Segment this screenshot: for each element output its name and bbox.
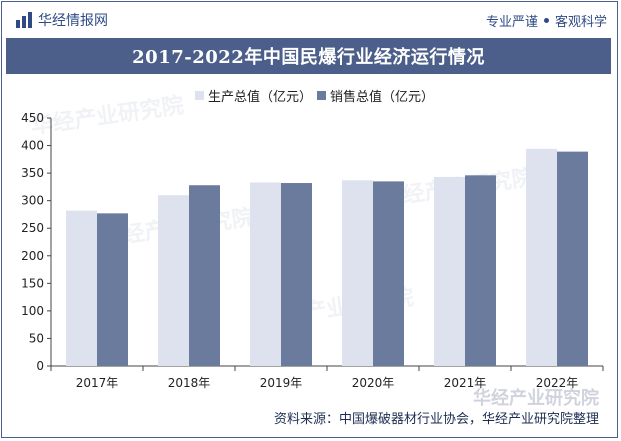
x-tick-label-1: 2018年 — [168, 376, 211, 390]
y-tick-label-4: 200 — [21, 249, 44, 263]
legend-label-1: 销售总值（亿元） — [330, 89, 434, 105]
bar-1-4 — [465, 175, 496, 366]
bar-1-5 — [557, 151, 588, 366]
legend-swatch-0 — [195, 91, 204, 100]
y-tick-label-7: 350 — [21, 166, 44, 180]
x-tick-label-3: 2020年 — [352, 376, 395, 390]
tagline-right: 客观科学 — [554, 14, 607, 30]
bar-chart: 生产总值（亿元） 销售总值（亿元） 0 50 100 150 200 250 300 350 400… — [21, 89, 604, 390]
legend-swatch-1 — [317, 91, 326, 100]
y-tick-label-8: 400 — [21, 139, 44, 153]
brand-logo-icon — [16, 12, 32, 28]
bar-1-2 — [281, 183, 312, 366]
tagline: 专业严谨 客观科学 — [486, 11, 607, 30]
source-note: 资料来源：中国爆破器材行业协会，华经产业研究院整理 — [273, 412, 599, 427]
x-tick-label-0: 2017年 — [76, 376, 119, 390]
bar-1-0 — [97, 213, 128, 366]
x-tick-label-2: 2019年 — [260, 376, 303, 390]
bullet-dot-icon — [543, 17, 549, 23]
bar-1-1 — [189, 185, 220, 366]
watermark-corner: 华经产业研究院 — [473, 388, 599, 409]
brand-name: 华经情报网 — [38, 13, 108, 29]
y-tick-label-1: 50 — [29, 331, 44, 345]
x-tick-label-5: 2022年 — [536, 376, 579, 390]
y-tick-label-9: 450 — [21, 111, 44, 125]
bar-0-3 — [342, 180, 373, 366]
y-tick-label-0: 0 — [36, 359, 44, 373]
y-tick-label-6: 300 — [21, 194, 44, 208]
x-tick-label-4: 2021年 — [444, 376, 487, 390]
bar-0-4 — [434, 176, 465, 366]
chart-title: 2017-2022年中国民爆行业经济运行情况 — [6, 38, 611, 74]
bar-0-1 — [158, 195, 189, 366]
bar-0-2 — [250, 182, 281, 366]
brand: 华经情报网 — [16, 10, 108, 30]
bar-1-3 — [373, 181, 404, 366]
tagline-left: 专业严谨 — [485, 14, 538, 30]
header-bar: 华经情报网 专业严谨 客观科学 — [2, 2, 617, 38]
bar-0-0 — [66, 210, 97, 366]
y-tick-label-3: 150 — [21, 276, 44, 290]
bar-0-5 — [526, 148, 557, 366]
legend-label-0: 生产总值（亿元） — [208, 89, 312, 105]
y-tick-label-2: 100 — [21, 304, 44, 318]
y-tick-label-5: 250 — [21, 221, 44, 235]
